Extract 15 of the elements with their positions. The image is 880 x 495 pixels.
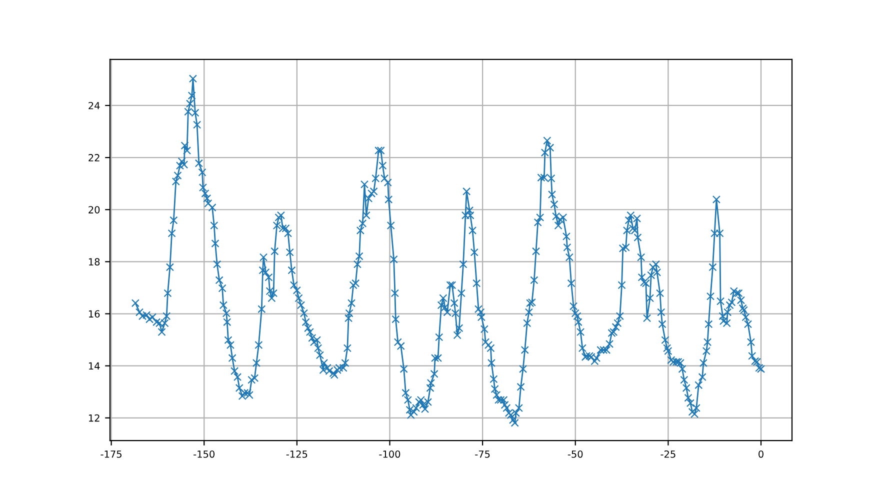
x-tick-label: -25 xyxy=(660,450,676,458)
y-tick-label: 14 xyxy=(88,362,100,370)
x-tick-label: -50 xyxy=(568,450,583,458)
y-tick-label: 18 xyxy=(88,258,100,266)
y-tick-label: 22 xyxy=(88,154,100,162)
x-tick-label: -125 xyxy=(286,450,308,458)
y-tick-label: 16 xyxy=(88,310,100,318)
x-tick-label: -100 xyxy=(379,450,400,458)
y-tick-label: 12 xyxy=(88,414,100,422)
x-tick-label: 0 xyxy=(758,450,764,458)
x-tick-label: -150 xyxy=(194,450,214,458)
x-tick-label: -75 xyxy=(475,450,490,458)
y-tick-label: 20 xyxy=(88,206,100,214)
x-tick-label: -175 xyxy=(100,450,122,458)
y-tick-label: 24 xyxy=(88,102,100,110)
